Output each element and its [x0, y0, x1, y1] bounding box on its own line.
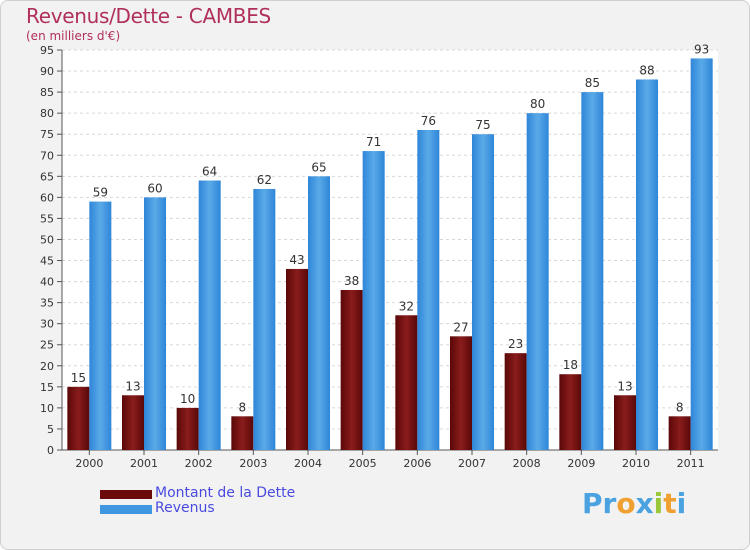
y-tick-label: 25 [40, 339, 54, 352]
y-tick-label: 95 [40, 44, 54, 57]
x-tick-label: 2008 [513, 457, 541, 470]
data-label: 18 [563, 358, 578, 372]
data-label: 27 [453, 320, 468, 334]
bar-revenus [198, 180, 221, 451]
data-label: 43 [289, 253, 304, 267]
data-label: 71 [366, 135, 381, 149]
data-label: 8 [239, 400, 247, 414]
logo-letter: o [616, 487, 636, 520]
data-label: 13 [125, 379, 140, 393]
legend-swatch-dette [100, 490, 152, 499]
data-label: 93 [694, 42, 709, 56]
bar-dette [67, 386, 90, 450]
x-tick-label: 2011 [677, 457, 705, 470]
x-tick-label: 2006 [403, 457, 431, 470]
x-tick-label: 2002 [185, 457, 213, 470]
chart-subtitle: (en milliers d'€) [26, 29, 121, 43]
y-tick-label: 30 [40, 318, 54, 331]
bar-dette [668, 416, 691, 450]
data-label: 75 [475, 118, 490, 132]
y-tick-label: 50 [40, 233, 54, 246]
logo-letter: r [602, 487, 617, 520]
bar-revenus [472, 134, 494, 451]
data-label: 38 [344, 274, 359, 288]
y-tick-label: 45 [40, 255, 54, 268]
data-label: 8 [676, 400, 684, 414]
x-tick-label: 2009 [567, 457, 595, 470]
bar-dette [559, 374, 582, 450]
y-tick-label: 0 [47, 444, 54, 457]
bar-revenus [690, 58, 713, 450]
bar-dette [286, 268, 308, 450]
x-tick-label: 2004 [294, 457, 322, 470]
y-tick-label: 35 [40, 297, 54, 310]
data-label: 60 [147, 181, 162, 195]
bar-dette [614, 395, 636, 450]
bar-dette [176, 407, 199, 450]
bar-revenus [89, 201, 112, 450]
y-tick-label: 90 [40, 65, 54, 78]
legend-swatch-revenus [100, 505, 152, 514]
bar-revenus [581, 92, 604, 451]
x-tick-label: 2000 [75, 457, 103, 470]
logo-letter: x [635, 487, 654, 520]
bar-dette [395, 315, 418, 450]
x-tick-label: 2010 [622, 457, 650, 470]
bar-dette [450, 336, 472, 450]
proxiti-logo: Proxiti [582, 487, 686, 520]
y-tick-label: 10 [40, 402, 54, 415]
logo-letter: i [653, 487, 664, 520]
x-tick-label: 2007 [458, 457, 486, 470]
legend-label-revenus: Revenus [155, 500, 215, 516]
legend-label-dette: Montant de la Dette [155, 485, 296, 501]
plot-area [62, 50, 718, 450]
data-label: 76 [421, 114, 436, 128]
bar-dette [122, 395, 144, 450]
data-label: 65 [311, 160, 326, 174]
logo-letter: P [582, 487, 603, 520]
y-tick-label: 70 [40, 149, 54, 162]
bar-revenus [526, 113, 549, 450]
x-tick-label: 2003 [239, 457, 267, 470]
y-tick-label: 80 [40, 107, 54, 120]
data-label: 15 [71, 371, 86, 385]
data-label: 59 [93, 186, 108, 200]
data-label: 88 [639, 63, 654, 77]
y-tick-label: 40 [40, 276, 54, 289]
bar-revenus [253, 188, 276, 450]
x-tick-label: 2005 [349, 457, 377, 470]
data-label: 62 [257, 173, 272, 187]
y-tick-label: 55 [40, 212, 54, 225]
y-tick-label: 85 [40, 86, 54, 99]
data-label: 80 [530, 97, 545, 111]
bar-revenus [417, 130, 440, 450]
bar-dette [504, 353, 527, 450]
bar-revenus [636, 79, 658, 450]
data-label: 85 [585, 76, 600, 90]
bar-revenus [362, 151, 385, 451]
chart-title: Revenus/Dette - CAMBES [26, 4, 271, 28]
bar-dette [340, 290, 363, 450]
y-tick-label: 15 [40, 381, 54, 394]
bar-revenus [144, 197, 166, 450]
x-tick-label: 2001 [130, 457, 158, 470]
data-label: 10 [180, 392, 195, 406]
y-tick-label: 20 [40, 360, 54, 373]
y-tick-label: 5 [47, 423, 54, 436]
logo-letter: i [676, 487, 687, 520]
data-label: 32 [399, 299, 414, 313]
y-tick-label: 65 [40, 170, 54, 183]
data-label: 13 [617, 379, 632, 393]
bar-revenus [308, 176, 330, 450]
data-label: 64 [202, 165, 217, 179]
bar-dette [231, 416, 254, 450]
logo-letter: t [663, 487, 677, 520]
y-tick-label: 60 [40, 191, 54, 204]
y-tick-label: 75 [40, 128, 54, 141]
data-label: 23 [508, 337, 523, 351]
